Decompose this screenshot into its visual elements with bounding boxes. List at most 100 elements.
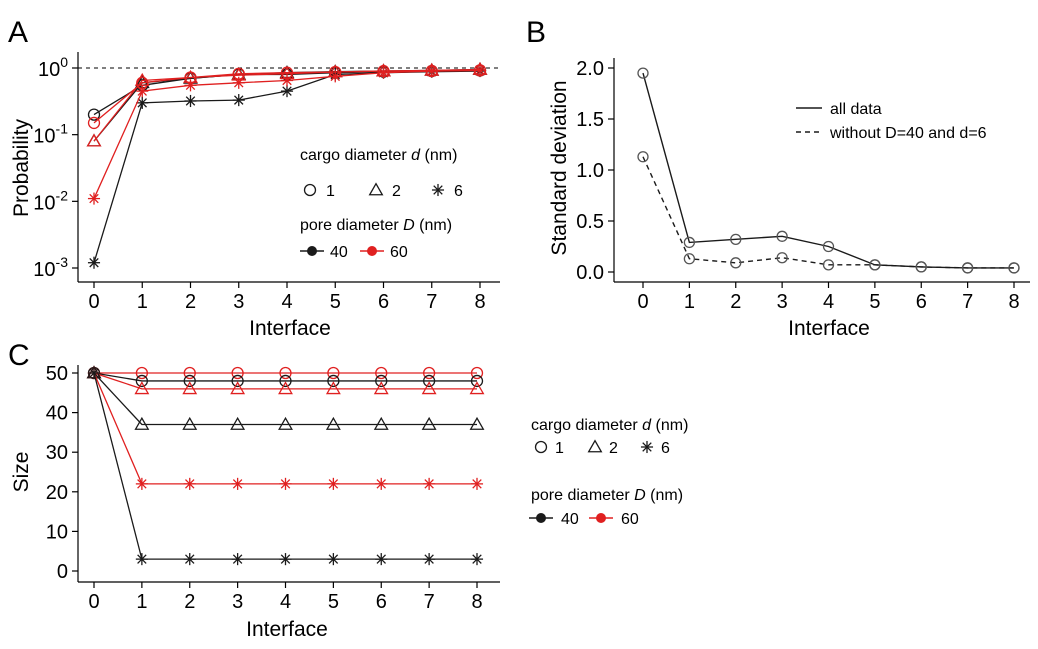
panel-b-point-0-0 — [637, 67, 649, 79]
panel-b-point-1-0 — [637, 151, 649, 163]
panel-a-chart: 10-3 10-2 10-1 100 0 1 2 3 4 5 6 7 8 Interface Prob… — [10, 52, 500, 340]
panel-c-ytick-label-2: 20 — [46, 482, 68, 504]
cargo-legend-title: cargo diameter d (nm) — [531, 417, 688, 434]
panel-a-legend: cargo diameter d (nm) 1 2 6 pore diameter … — [300, 147, 463, 261]
panel-b-series-line-0 — [642, 72, 1014, 269]
panel-b-point-0-3 — [776, 230, 788, 242]
panel-b-ytick-label-0: 0.0 — [576, 262, 604, 284]
panel-a-point-5-2 — [184, 79, 197, 92]
panel-a-xtick-label-0: 0 — [88, 291, 99, 313]
panel-b-chart: 0.0 0.5 1.0 1.5 2.0 0 1 2 3 4 5 6 7 8 Interface Stan… — [548, 58, 1030, 340]
panel-b-point-1-5 — [869, 259, 881, 271]
panel-label-b: B — [526, 16, 546, 49]
panel-a-point-5-5 — [329, 70, 342, 83]
panel-c-point-0-8 — [470, 366, 484, 380]
panel-b-xtick-label-6: 6 — [916, 291, 927, 313]
panel-b-point-0-1 — [683, 236, 696, 249]
panel-c-xtick-label-3: 3 — [232, 591, 243, 613]
panel-c-xtick-label-1: 1 — [136, 591, 147, 613]
panel-c-series-line-5 — [93, 372, 477, 560]
panel-c-point-1-1 — [135, 374, 149, 388]
panel-c-point-2-4 — [278, 381, 293, 395]
panel-c-point-0-2 — [183, 366, 196, 380]
panel-b-point-1-8 — [1008, 262, 1020, 274]
panel-a-y-label: Probability — [10, 118, 33, 217]
panel-b-point-1-1 — [683, 253, 696, 265]
panel-a-point-2-3 — [232, 94, 245, 107]
panel-c-point-4-5 — [327, 477, 340, 490]
panel-a-xtick-label-8: 8 — [474, 291, 485, 313]
panel-b-xtick-label-8: 8 — [1008, 291, 1019, 313]
panel-c-point-1-7 — [422, 374, 436, 388]
legend-pore-label-1: 60 — [621, 511, 639, 528]
panel-c-xtick-label-7: 7 — [424, 591, 435, 613]
panel-c-series-line-4 — [93, 372, 477, 485]
panel-c-ytick-label-4: 40 — [46, 403, 68, 425]
legend-cargo-label-1: 2 — [609, 440, 618, 457]
panel-c-y-label: Size — [10, 452, 33, 493]
panel-b-xtick-label-4: 4 — [823, 291, 834, 313]
panel-b-legend: all data without D=40 and d=6 — [796, 101, 987, 142]
panel-b-xtick-label-5: 5 — [869, 291, 880, 313]
panel-c-point-4-7 — [423, 477, 436, 490]
panel-c-point-3-5 — [325, 416, 341, 430]
panel-c-xtick-label-5: 5 — [328, 591, 339, 613]
legend-cargo-label-0: 1 — [555, 440, 564, 457]
panel-a-ytick-label-1: 10-2 — [33, 187, 68, 214]
panel-a-ytick-label-3: 100 — [38, 54, 68, 81]
panel-c-point-3-6 — [373, 416, 389, 430]
panel-c-point-0-7 — [422, 366, 436, 380]
panel-c-point-5-8 — [470, 553, 484, 566]
panel-b-point-0-2 — [730, 233, 742, 246]
panel-b-xtick-label-2: 2 — [730, 291, 741, 313]
panel-c-point-5-4 — [279, 553, 292, 566]
panel-a-point-2-0 — [87, 256, 101, 269]
panel-a-point-5-1 — [136, 85, 149, 98]
panel-b-point-0-4 — [822, 240, 835, 253]
panel-a-cargo-legend-title: cargo diameter d (nm) — [300, 147, 457, 164]
panel-a-point-2-4 — [280, 85, 294, 98]
legend-label-all-data: all data — [830, 101, 882, 118]
panel-a-point-5-6 — [377, 66, 390, 79]
panel-c-point-2-6 — [373, 381, 389, 395]
panel-b-x-label: Interface — [788, 317, 870, 340]
legend-pore-dot-0 — [536, 513, 546, 523]
panel-c-xtick-label-0: 0 — [88, 591, 99, 613]
legend-pore-dot-1 — [596, 513, 606, 523]
panel-c-point-3-2 — [182, 416, 198, 430]
panel-c-point-3-1 — [134, 416, 150, 430]
panel-c-point-2-2 — [182, 381, 198, 395]
panel-c-x-label: Interface — [246, 618, 328, 641]
panel-a-point-5-4 — [280, 74, 294, 87]
panel-c-xtick-label-2: 2 — [184, 591, 195, 613]
panel-c-point-1-3 — [231, 374, 244, 388]
panel-a-xtick-label-6: 6 — [378, 291, 389, 313]
panel-c-point-5-0 — [87, 366, 101, 380]
panel-c-point-3-4 — [278, 416, 293, 430]
panel-a-legend-cargo-marker-0 — [303, 183, 317, 197]
panel-c-point-5-3 — [231, 553, 244, 566]
panel-c-point-4-2 — [183, 477, 196, 490]
panel-b-point-1-4 — [822, 259, 835, 271]
panel-label-a: A — [8, 16, 28, 49]
panel-b-xtick-label-7: 7 — [962, 291, 973, 313]
panel-a-legend-pore-dot-1 — [367, 246, 377, 256]
panel-c-point-2-8 — [469, 381, 485, 395]
panel-b-point-1-3 — [776, 252, 788, 264]
panel-a-point-5-8 — [473, 64, 487, 77]
panel-c-series-line-2 — [93, 372, 477, 390]
panel-a-point-5-3 — [232, 76, 245, 89]
panel-label-c: C — [8, 339, 30, 372]
panel-c-point-2-7 — [421, 381, 437, 395]
panel-b-point-1-2 — [730, 257, 742, 269]
panel-c-point-4-6 — [375, 477, 388, 490]
panel-b-xtick-label-1: 1 — [684, 291, 695, 313]
legend-cargo-marker-2 — [640, 440, 654, 454]
panel-a-legend-cargo-label-0: 1 — [326, 183, 335, 200]
panel-c-xtick-label-8: 8 — [471, 591, 482, 613]
panel-a-series-line-4 — [93, 68, 481, 142]
panel-a-point-2-2 — [184, 94, 197, 108]
panel-a-xtick-label-4: 4 — [281, 291, 292, 313]
panel-c-point-5-6 — [375, 553, 388, 566]
